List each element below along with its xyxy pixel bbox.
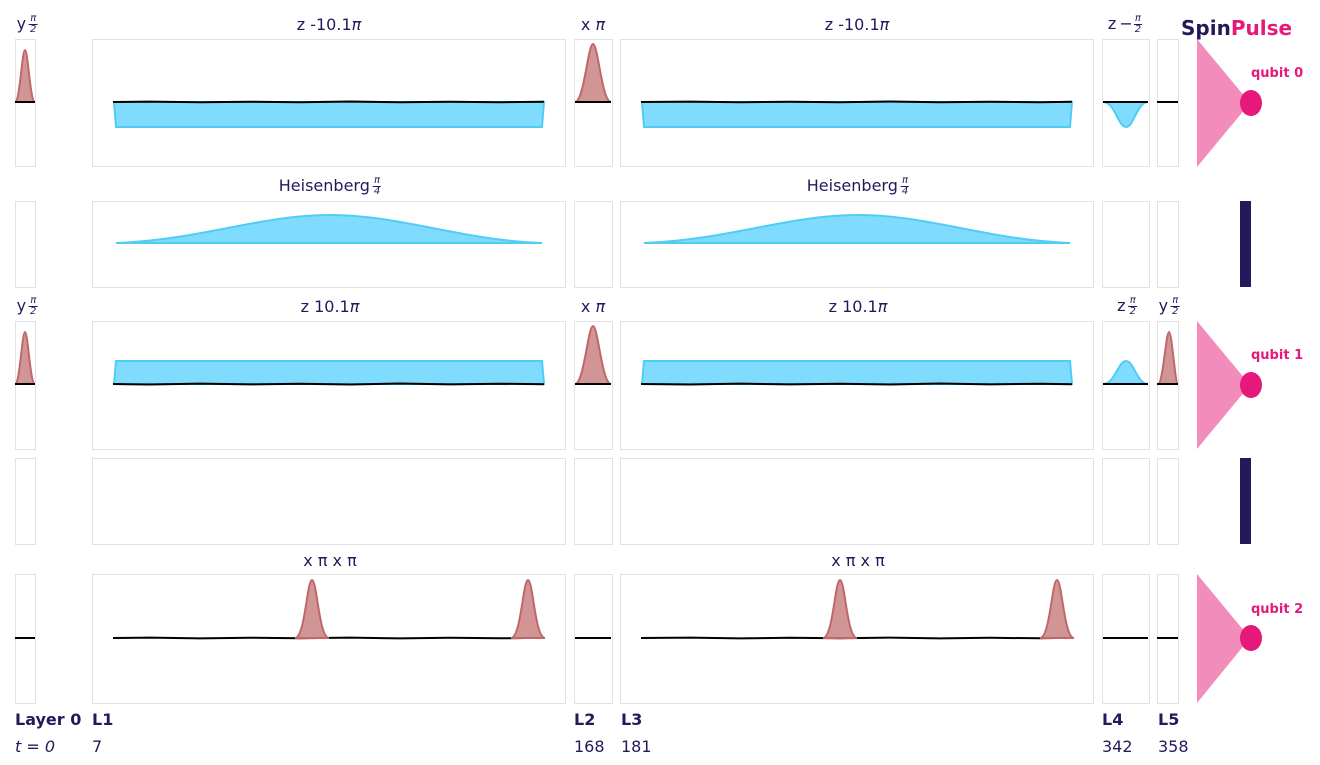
time-label-0: t = 0	[15, 737, 56, 756]
pulse-q1-l3-z	[640, 360, 1074, 385]
pulse-q1-l4-z	[1102, 359, 1149, 385]
panel-c12-l3	[620, 458, 1094, 545]
qubit-label-1: qubit 1	[1251, 348, 1304, 363]
panel-c12-l5	[1157, 458, 1179, 545]
baseline-q2-l3	[640, 636, 1073, 640]
qubit-1-cone-icon	[1197, 321, 1250, 449]
layer-label-3: L3	[621, 710, 643, 729]
pulse-q0-l2-x	[574, 42, 612, 103]
pulse-q2-l1-x-a	[294, 578, 330, 639]
pulse-q0-l3-z	[640, 101, 1074, 128]
pulse-q2-l3-x-a	[822, 578, 858, 639]
coupling-bar-01	[1240, 201, 1251, 287]
baseline-q1-l3	[640, 382, 1073, 386]
panel-c12-layer0	[15, 458, 36, 545]
panel-q1-l1	[92, 321, 566, 450]
qubit-0-dot-icon	[1240, 90, 1262, 116]
pulse-q1-l2-x	[574, 324, 612, 385]
pulse-c01-l1-heisenberg	[115, 213, 543, 244]
panel-c12-l2	[574, 458, 613, 545]
time-label-3: 181	[621, 737, 652, 756]
pulse-q2-l3-x-b	[1039, 578, 1075, 639]
panel-q1-l2	[574, 321, 613, 450]
qubit-0-cone-icon	[1197, 39, 1250, 167]
coupling-bar-12	[1240, 458, 1251, 544]
gate-label: y	[16, 14, 27, 33]
pulse-q1-layer0-y	[14, 330, 36, 385]
panel-c01-l2	[574, 201, 613, 288]
title-q2-l3: x π x π	[831, 551, 885, 570]
time-label-2: 168	[574, 737, 605, 756]
qubit-1-dot-icon	[1240, 372, 1262, 398]
pulse-q1-l5-y	[1157, 330, 1179, 385]
layer-label-5: L5	[1158, 710, 1180, 729]
pulse-q0-l4-z	[1102, 101, 1149, 129]
pulse-q1-l1-z	[112, 360, 546, 385]
panel-c01-l4	[1102, 201, 1150, 288]
panel-c12-l4	[1102, 458, 1150, 545]
panel-c12-l1	[92, 458, 566, 545]
title-q1-l1: z 10.1π	[300, 297, 360, 316]
time-label-4: 342	[1102, 737, 1133, 756]
panel-q1-l3	[620, 321, 1094, 450]
layer-label-1: L1	[92, 710, 114, 729]
qubit-2-cone-icon	[1197, 574, 1250, 703]
title-coupling01-l1: Heisenberg π 4	[278, 175, 382, 197]
layer-label-2: L2	[574, 710, 596, 729]
qubit-2-dot-icon	[1240, 625, 1262, 651]
layer-label-4: L4	[1102, 710, 1124, 729]
title-coupling01-l3: Heisenberg π 4	[806, 175, 910, 197]
pulse-c01-l3-heisenberg	[643, 213, 1071, 244]
baseline-q0-l1	[112, 100, 545, 104]
title-q1-l2: x π	[580, 297, 606, 316]
panel-q1-l4	[1102, 321, 1150, 450]
pulse-q2-l1-x-b	[510, 578, 546, 639]
baseline-q1-l1	[112, 382, 545, 386]
panel-q1-layer0	[15, 321, 36, 450]
pulse-q0-l1-z	[112, 101, 546, 128]
panel-c01-l5	[1157, 201, 1179, 288]
brand-logo: SpinPulse	[1181, 16, 1293, 40]
title-q0-l2: x π	[580, 15, 606, 34]
layer-label-0: Layer 0	[15, 710, 82, 729]
title-q1-l3: z 10.1π	[828, 297, 888, 316]
title-q2-l1: x π x π	[303, 551, 357, 570]
qubit-label-2: qubit 2	[1251, 602, 1304, 617]
title-q0-l3: z -10.1π	[824, 15, 890, 34]
pulse-q0-layer0-y	[14, 48, 36, 103]
title-q0-l1: z -10.1π	[296, 15, 362, 34]
time-label-5: 358	[1158, 737, 1189, 756]
qubit-label-0: qubit 0	[1251, 66, 1304, 81]
panel-c01-layer0	[15, 201, 36, 288]
title-q0-l4: z − π 2	[1107, 13, 1143, 35]
baseline-q0-l3	[640, 100, 1073, 104]
time-label-1: 7	[92, 737, 103, 756]
